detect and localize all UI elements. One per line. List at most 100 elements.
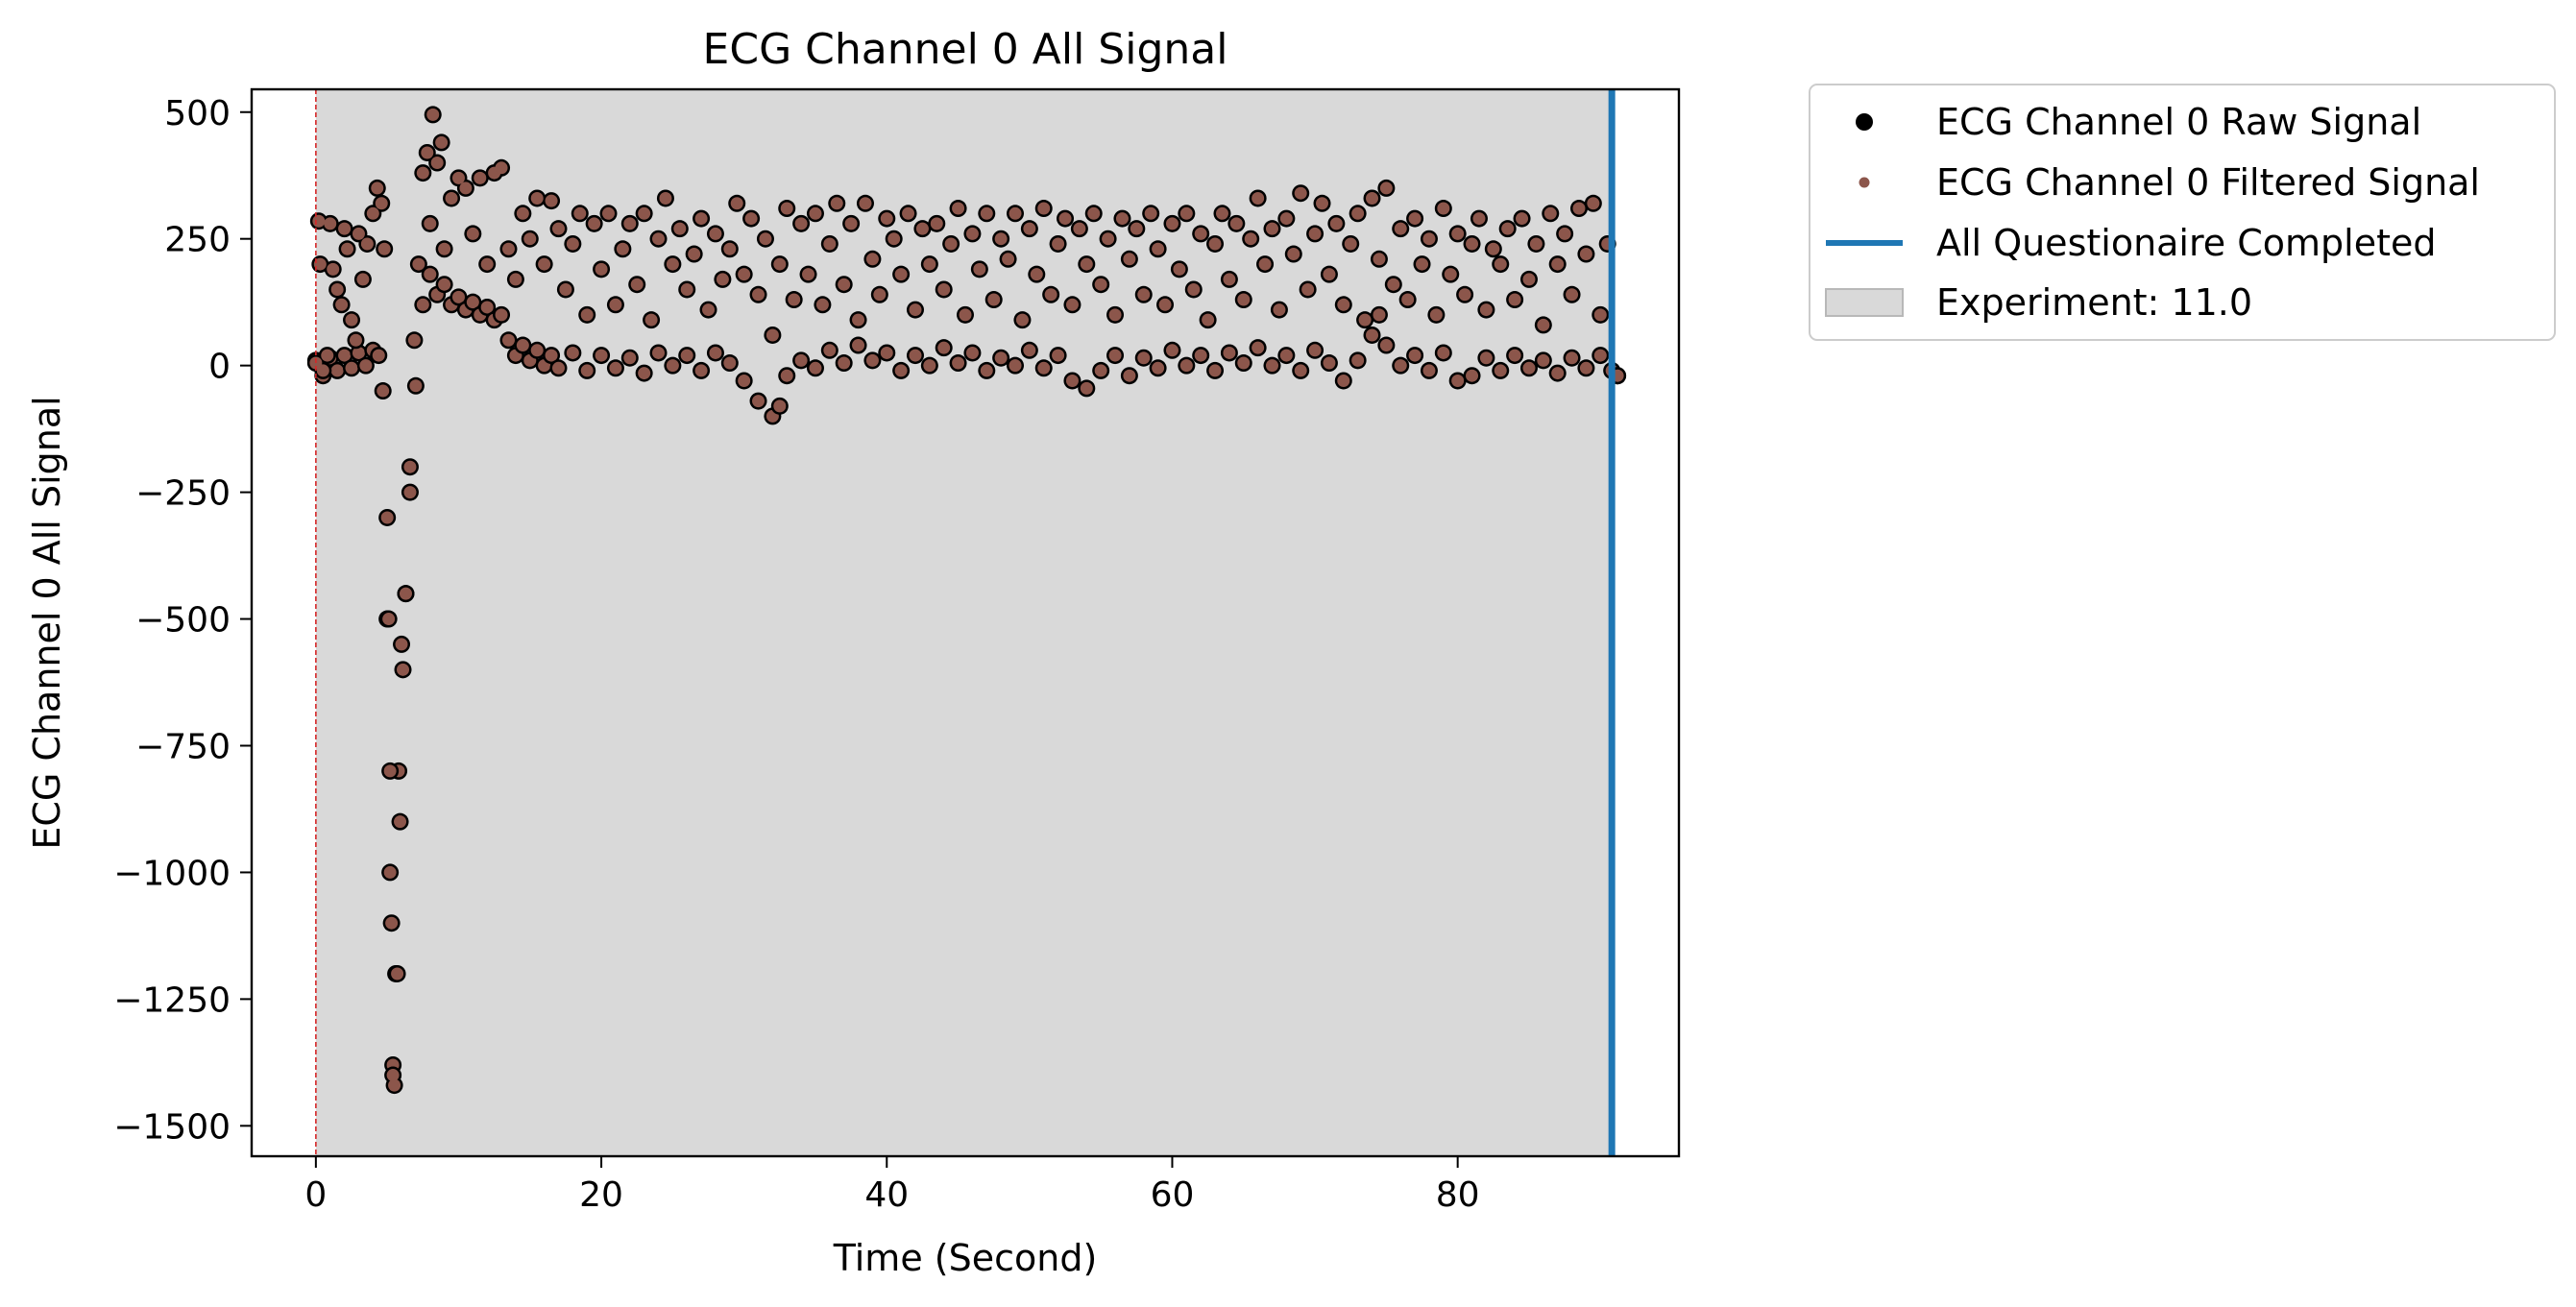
legend-label: ECG Channel 0 Raw Signal bbox=[1936, 101, 2421, 143]
filtered-signal-point bbox=[430, 157, 444, 170]
filtered-signal-point bbox=[1308, 227, 1322, 240]
filtered-signal-point bbox=[338, 222, 352, 235]
filtered-signal-point bbox=[397, 663, 410, 676]
filtered-signal-point bbox=[399, 587, 412, 600]
filtered-signal-point bbox=[385, 916, 399, 930]
baseline-filtered-point bbox=[980, 364, 993, 377]
baseline-filtered-point bbox=[1551, 367, 1565, 380]
legend-label: ECG Channel 0 Filtered Signal bbox=[1936, 161, 2480, 204]
filtered-signal-point bbox=[377, 242, 391, 255]
filtered-signal-point bbox=[1044, 288, 1057, 302]
filtered-signal-point bbox=[709, 227, 722, 240]
baseline-filtered-point bbox=[330, 364, 344, 377]
filtered-signal-point bbox=[1466, 237, 1479, 251]
baseline-filtered-point bbox=[1152, 361, 1165, 375]
filtered-signal-point bbox=[973, 262, 986, 276]
y-tick-label: 250 bbox=[164, 221, 231, 260]
filtered-signal-point bbox=[823, 237, 837, 251]
filtered-signal-point bbox=[730, 197, 743, 210]
filtered-signal-point bbox=[1451, 227, 1465, 240]
filtered-signal-point bbox=[1458, 288, 1471, 302]
filtered-signal-point bbox=[480, 257, 494, 271]
filtered-signal-point bbox=[838, 278, 851, 291]
filtered-signal-point bbox=[538, 257, 551, 271]
filtered-signal-point bbox=[1429, 308, 1443, 322]
x-tick-label: 20 bbox=[579, 1175, 623, 1215]
filtered-signal-point bbox=[388, 1078, 401, 1092]
legend-box bbox=[1809, 84, 2556, 341]
filtered-signal-point bbox=[316, 364, 329, 377]
filtered-signal-point bbox=[382, 613, 396, 626]
baseline-filtered-point bbox=[345, 361, 358, 375]
filtered-signal-point bbox=[1215, 206, 1228, 220]
filtered-signal-point bbox=[523, 232, 537, 246]
baseline-filtered-point bbox=[865, 353, 879, 367]
baseline-filtered-point bbox=[1394, 359, 1407, 373]
baseline-filtered-point bbox=[352, 346, 365, 359]
filtered-signal-point bbox=[407, 333, 421, 347]
baseline-filtered-point bbox=[416, 298, 429, 311]
baseline-filtered-point bbox=[1408, 349, 1422, 362]
vertical-lines-layer bbox=[315, 89, 1616, 1156]
filtered-signal-point bbox=[930, 217, 943, 230]
filtered-signal-point bbox=[1229, 217, 1243, 230]
filtered-signal-point bbox=[602, 206, 615, 220]
y-tick-label: −750 bbox=[135, 727, 231, 766]
filtered-signal-point bbox=[1065, 298, 1079, 311]
baseline-filtered-point bbox=[823, 344, 837, 357]
baseline-filtered-point bbox=[666, 359, 679, 373]
filtered-signal-point bbox=[345, 313, 358, 327]
filtered-signal-point bbox=[1115, 212, 1129, 226]
baseline-filtered-point bbox=[338, 349, 352, 362]
filtered-signal-point bbox=[1023, 222, 1036, 235]
filtered-signal-point bbox=[495, 161, 508, 175]
filtered-signal-point bbox=[330, 282, 344, 296]
baseline-filtered-point bbox=[480, 301, 494, 314]
filtered-signal-point bbox=[1258, 257, 1272, 271]
baseline-filtered-point bbox=[438, 278, 451, 291]
y-tick-label: −1500 bbox=[113, 1107, 231, 1147]
baseline-filtered-point bbox=[1009, 359, 1022, 373]
filtered-signal-point bbox=[1323, 268, 1336, 281]
points-layer bbox=[306, 106, 1627, 1095]
filtered-signal-point bbox=[788, 293, 801, 306]
baseline-filtered-point bbox=[1351, 353, 1365, 367]
baseline-filtered-point bbox=[965, 346, 979, 359]
filtered-signal-point bbox=[1015, 313, 1029, 327]
filtered-signal-point bbox=[1579, 248, 1592, 261]
baseline-filtered-point bbox=[1023, 344, 1036, 357]
baseline-filtered-point bbox=[451, 290, 465, 303]
filtered-signal-point bbox=[509, 273, 522, 286]
baseline-filtered-point bbox=[880, 346, 893, 359]
baseline-filtered-point bbox=[359, 359, 373, 373]
x-axis-label: Time (Second) bbox=[833, 1237, 1098, 1279]
filtered-signal-point bbox=[380, 511, 394, 524]
baseline-filtered-point bbox=[809, 361, 822, 375]
filtered-signal-point bbox=[445, 191, 458, 205]
filtered-signal-point bbox=[865, 253, 879, 266]
filtered-signal-point bbox=[959, 308, 972, 322]
filtered-signal-point bbox=[366, 206, 379, 220]
filtered-signal-point bbox=[1401, 293, 1415, 306]
baseline-filtered-point bbox=[738, 374, 751, 387]
filtered-signal-point bbox=[1287, 248, 1300, 261]
baseline-filtered-point bbox=[1052, 349, 1065, 362]
filtered-signal-point bbox=[1501, 222, 1515, 235]
filtered-signal-point bbox=[1494, 257, 1507, 271]
filtered-signal-point bbox=[1337, 298, 1350, 311]
filtered-signal-point bbox=[809, 206, 822, 220]
filtered-signal-point bbox=[403, 460, 417, 473]
filtered-signal-point bbox=[723, 242, 737, 255]
filtered-signal-point bbox=[780, 202, 793, 215]
baseline-filtered-point bbox=[1508, 349, 1521, 362]
baseline-filtered-point bbox=[1451, 374, 1465, 387]
filtered-signal-point bbox=[852, 313, 865, 327]
filtered-signal-point bbox=[1279, 212, 1293, 226]
filtered-signal-point bbox=[573, 206, 587, 220]
filtered-signal-point bbox=[1144, 206, 1157, 220]
filtered-signal-point bbox=[1052, 237, 1065, 251]
filtered-signal-point bbox=[794, 217, 808, 230]
filtered-signal-point bbox=[1202, 313, 1215, 327]
filtered-signal-point bbox=[1437, 202, 1450, 215]
